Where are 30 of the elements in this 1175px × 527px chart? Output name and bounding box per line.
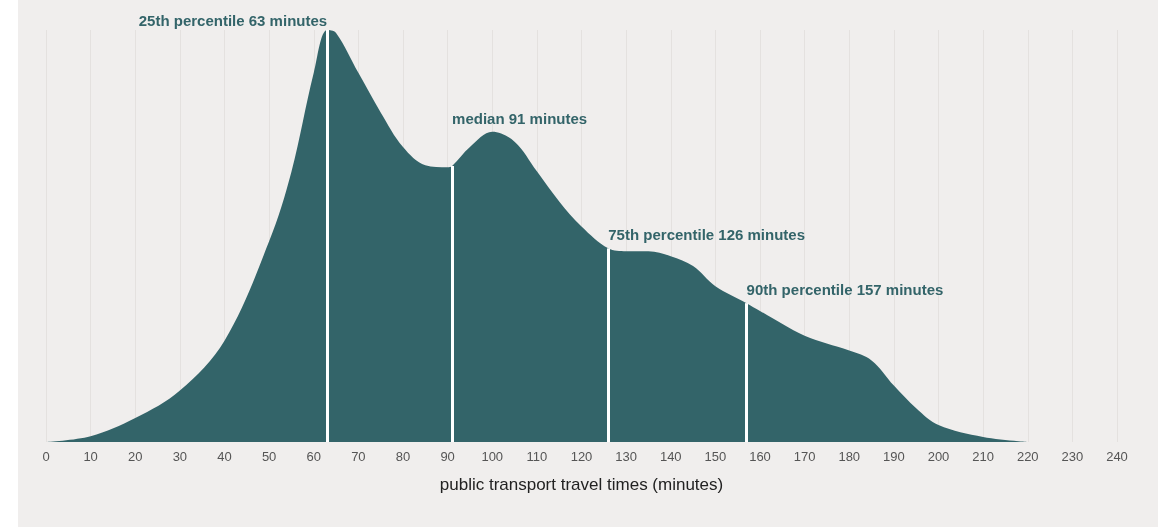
x-tick-label: 30 (172, 449, 188, 464)
ref-line-label: 90th percentile 157 minutes (746, 281, 944, 299)
x-tick-label: 200 (927, 449, 950, 464)
x-tick-label: 0 (42, 449, 50, 464)
x-tick-label: 140 (659, 449, 682, 464)
x-tick-label: 190 (883, 449, 905, 464)
x-tick-label: 130 (615, 449, 637, 464)
x-tick-label: 70 (351, 449, 366, 464)
x-tick-label: 60 (306, 449, 321, 464)
x-axis-title: public transport travel times (minutes) (439, 475, 724, 494)
x-tick-label: 240 (1106, 449, 1128, 464)
x-tick-label: 160 (749, 449, 771, 464)
ref-line-label: 25th percentile 63 minutes (138, 12, 328, 29)
x-tick-label: 230 (1061, 449, 1084, 464)
x-tick-label: 40 (217, 449, 232, 464)
ref-line-label: median 91 minutes (452, 110, 588, 128)
x-tick-label: 180 (838, 449, 861, 464)
x-tick-label: 120 (570, 449, 593, 464)
x-tick-label: 80 (395, 449, 411, 464)
x-tick-label: 150 (704, 449, 727, 464)
ref-line-label: 75th percentile 126 minutes (608, 226, 806, 244)
x-tick-label: 220 (1016, 449, 1039, 464)
x-tick-label: 90 (440, 449, 455, 464)
x-tick-label: 10 (83, 449, 98, 464)
x-tick-label: 210 (972, 449, 994, 464)
x-tick-label: 110 (526, 449, 548, 464)
x-tick-label: 20 (128, 449, 143, 464)
x-tick-label: 100 (481, 449, 504, 464)
x-tick-label: 50 (261, 449, 277, 464)
x-tick-label: 170 (793, 449, 816, 464)
